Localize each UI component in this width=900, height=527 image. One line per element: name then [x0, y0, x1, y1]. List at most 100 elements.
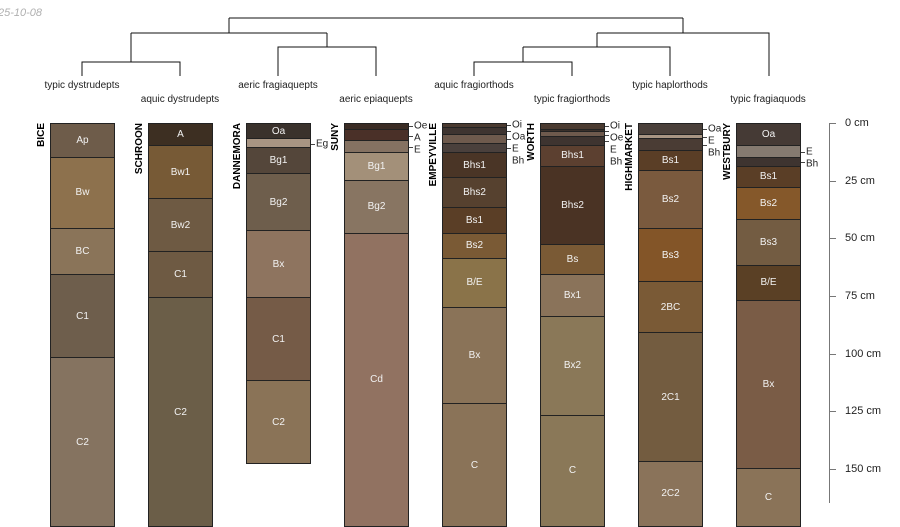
depth-tick-label: 125 cm — [845, 405, 882, 418]
horizon-label: Oe — [610, 132, 624, 144]
profile-name: HIGHMARKET — [624, 123, 635, 191]
horizon-label: C2 — [272, 416, 285, 428]
horizon-label-leader — [703, 144, 707, 146]
soil-profile-bice: Ap Bw BC C1 C2 — [50, 123, 115, 527]
date-label: 25-10-08 — [0, 7, 43, 19]
horizon: Bw1 — [148, 146, 213, 200]
horizon-label-leader — [409, 147, 413, 149]
horizon: C2 — [246, 381, 311, 465]
horizon-label: C2 — [76, 436, 89, 448]
horizon-label-leader — [409, 126, 413, 128]
horizon-label: C2 — [174, 406, 187, 418]
horizon: Oa — [246, 123, 311, 140]
horizon: 2C1 — [638, 332, 703, 463]
depth-tick-label: 25 cm — [845, 174, 875, 187]
horizon-label: B/E — [466, 277, 483, 289]
horizon-label: Bs3 — [759, 236, 778, 248]
horizon-label: Oe — [414, 120, 428, 132]
dendrogram-branch — [277, 33, 377, 76]
horizon-label: E — [708, 135, 715, 147]
horizon: Bs1 — [736, 166, 801, 188]
soil-profile-westbury: Oa E Bh Bs1 Bs2 Bs3 B/E Bx C — [736, 123, 818, 527]
horizon-label-leader — [703, 136, 707, 138]
horizon-label: Bw — [75, 187, 90, 199]
horizon: C1 — [246, 298, 311, 382]
horizon: C2 — [50, 358, 115, 527]
horizon-label: BC — [75, 246, 90, 258]
profile-name: WESTBURY — [722, 123, 733, 180]
horizon-label-leader — [801, 151, 805, 153]
horizon: Bw — [50, 157, 115, 230]
horizon-label: Bs2 — [759, 197, 778, 209]
horizon-label: Bhs1 — [463, 159, 486, 171]
horizon-label: Bx — [468, 349, 481, 361]
horizon-label: Oi — [512, 119, 522, 131]
horizon: Bs2 — [736, 187, 801, 220]
horizon: Bs1 — [442, 208, 507, 234]
horizon-label: E — [414, 144, 421, 156]
horizon: Bg2 — [246, 173, 311, 232]
horizon-label: A — [414, 132, 421, 144]
horizon — [540, 123, 605, 130]
horizon-label: Bs3 — [661, 249, 680, 261]
depth-tick-label: 0 cm — [845, 117, 869, 129]
horizon-label: Bh — [806, 158, 819, 170]
horizon: Cd — [344, 233, 409, 527]
horizon: A — [148, 123, 213, 147]
horizon: Bg1 — [344, 152, 409, 181]
horizon-label-leader — [507, 131, 511, 133]
horizon: C — [442, 404, 507, 527]
depth-axis-line — [829, 123, 830, 503]
horizon: Bhs1 — [540, 146, 605, 167]
horizon: B/E — [442, 259, 507, 308]
horizon: Bx — [736, 300, 801, 470]
horizon: Bs3 — [736, 219, 801, 267]
horizon: Bs2 — [442, 233, 507, 260]
horizon — [442, 134, 507, 144]
horizon — [540, 129, 605, 133]
horizon: C2 — [148, 298, 213, 527]
horizon: C — [540, 415, 605, 527]
horizon: Bs1 — [638, 150, 703, 172]
horizon: Bw2 — [148, 199, 213, 253]
classification-label: aeric epiaquepts — [339, 94, 413, 105]
horizon-label: Bh — [512, 155, 525, 167]
classification-label: typic fragiorthods — [533, 94, 611, 105]
soil-profile-worth: Oi Oe E Bh Bhs1 Bhs2 Bs Bx1 Bx2 C — [540, 121, 623, 527]
dendrogram-branch — [131, 18, 327, 34]
horizon: 2BC — [638, 282, 703, 333]
depth-tick-label: 75 cm — [845, 290, 875, 303]
horizon-label: Bx2 — [563, 360, 582, 372]
depth-tick — [829, 469, 836, 471]
horizon — [442, 123, 507, 128]
horizon-label: C — [470, 459, 479, 471]
horizon-label: Bs — [566, 254, 579, 266]
classification-label: typic dystrudepts — [44, 80, 120, 91]
horizon: Bhs1 — [442, 152, 507, 179]
depth-tick — [829, 123, 836, 124]
soil-profile-empeyville: Oi Oa E Bh Bhs1 Bhs2 Bs1 Bs2 B/E Bx C — [442, 120, 525, 527]
classification-label: aquic fragiorthods — [434, 80, 514, 91]
horizon-label: Bs2 — [465, 240, 484, 252]
dendrogram — [81, 17, 770, 76]
soil-profile-dannemora: Oa Eg Bg1 Bg2 Bx C1 C2 — [246, 123, 328, 523]
horizon-label: E — [806, 146, 813, 158]
horizon-label: Eg — [316, 138, 329, 150]
horizon-label-leader — [605, 131, 609, 133]
horizon: Bx — [442, 307, 507, 405]
horizon-label-leader — [507, 139, 511, 141]
horizon-label: 2C2 — [661, 488, 680, 500]
horizon — [540, 136, 605, 147]
horizon-label: C1 — [174, 269, 187, 281]
classification-label: aeric fragiaquepts — [238, 80, 318, 91]
horizon-label: A — [177, 129, 184, 141]
soil-profile-schroon: A Bw1 Bw2 C1 C2 — [148, 123, 213, 527]
horizon-label-leader — [507, 148, 511, 150]
horizon-label: Cd — [370, 374, 383, 386]
horizon-label-leader — [801, 162, 805, 164]
horizon: Bs2 — [638, 171, 703, 230]
horizon-label-leader — [311, 143, 315, 145]
horizon-label: Bg2 — [269, 196, 288, 208]
horizon: Ap — [50, 123, 115, 158]
horizon: B/E — [736, 266, 801, 301]
